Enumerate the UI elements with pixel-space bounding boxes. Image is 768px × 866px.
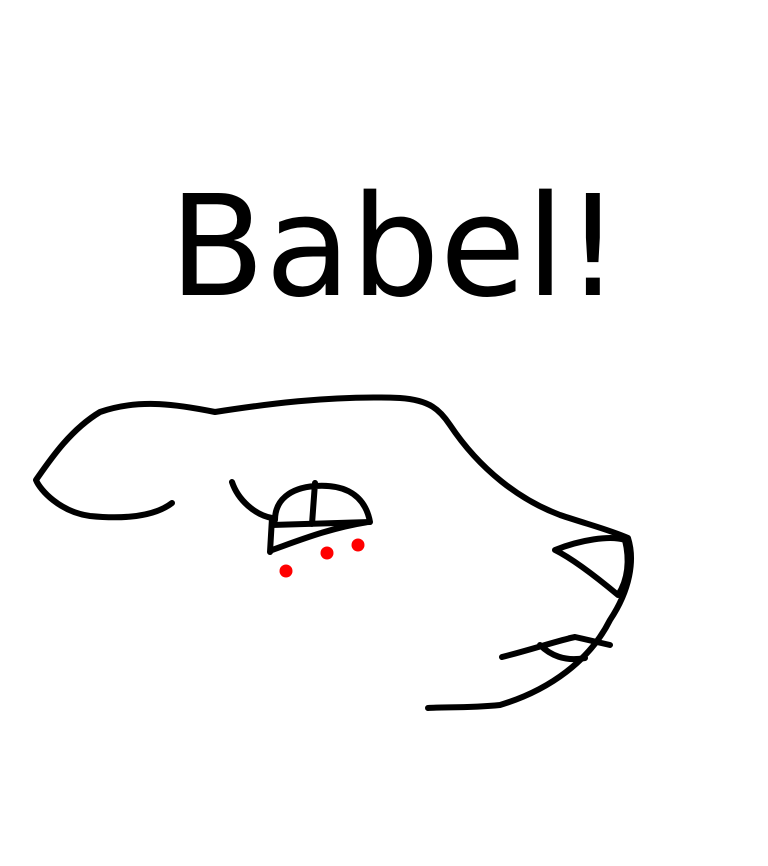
title: Babel! (169, 166, 621, 329)
brow (229, 479, 275, 555)
head-outline (33, 394, 634, 711)
tear-dot (279, 564, 293, 578)
eye (269, 480, 373, 553)
tear-dot (320, 546, 334, 560)
mouth (499, 634, 613, 663)
tear-dot (351, 538, 365, 552)
nose (552, 535, 631, 598)
dog-head (33, 394, 634, 711)
